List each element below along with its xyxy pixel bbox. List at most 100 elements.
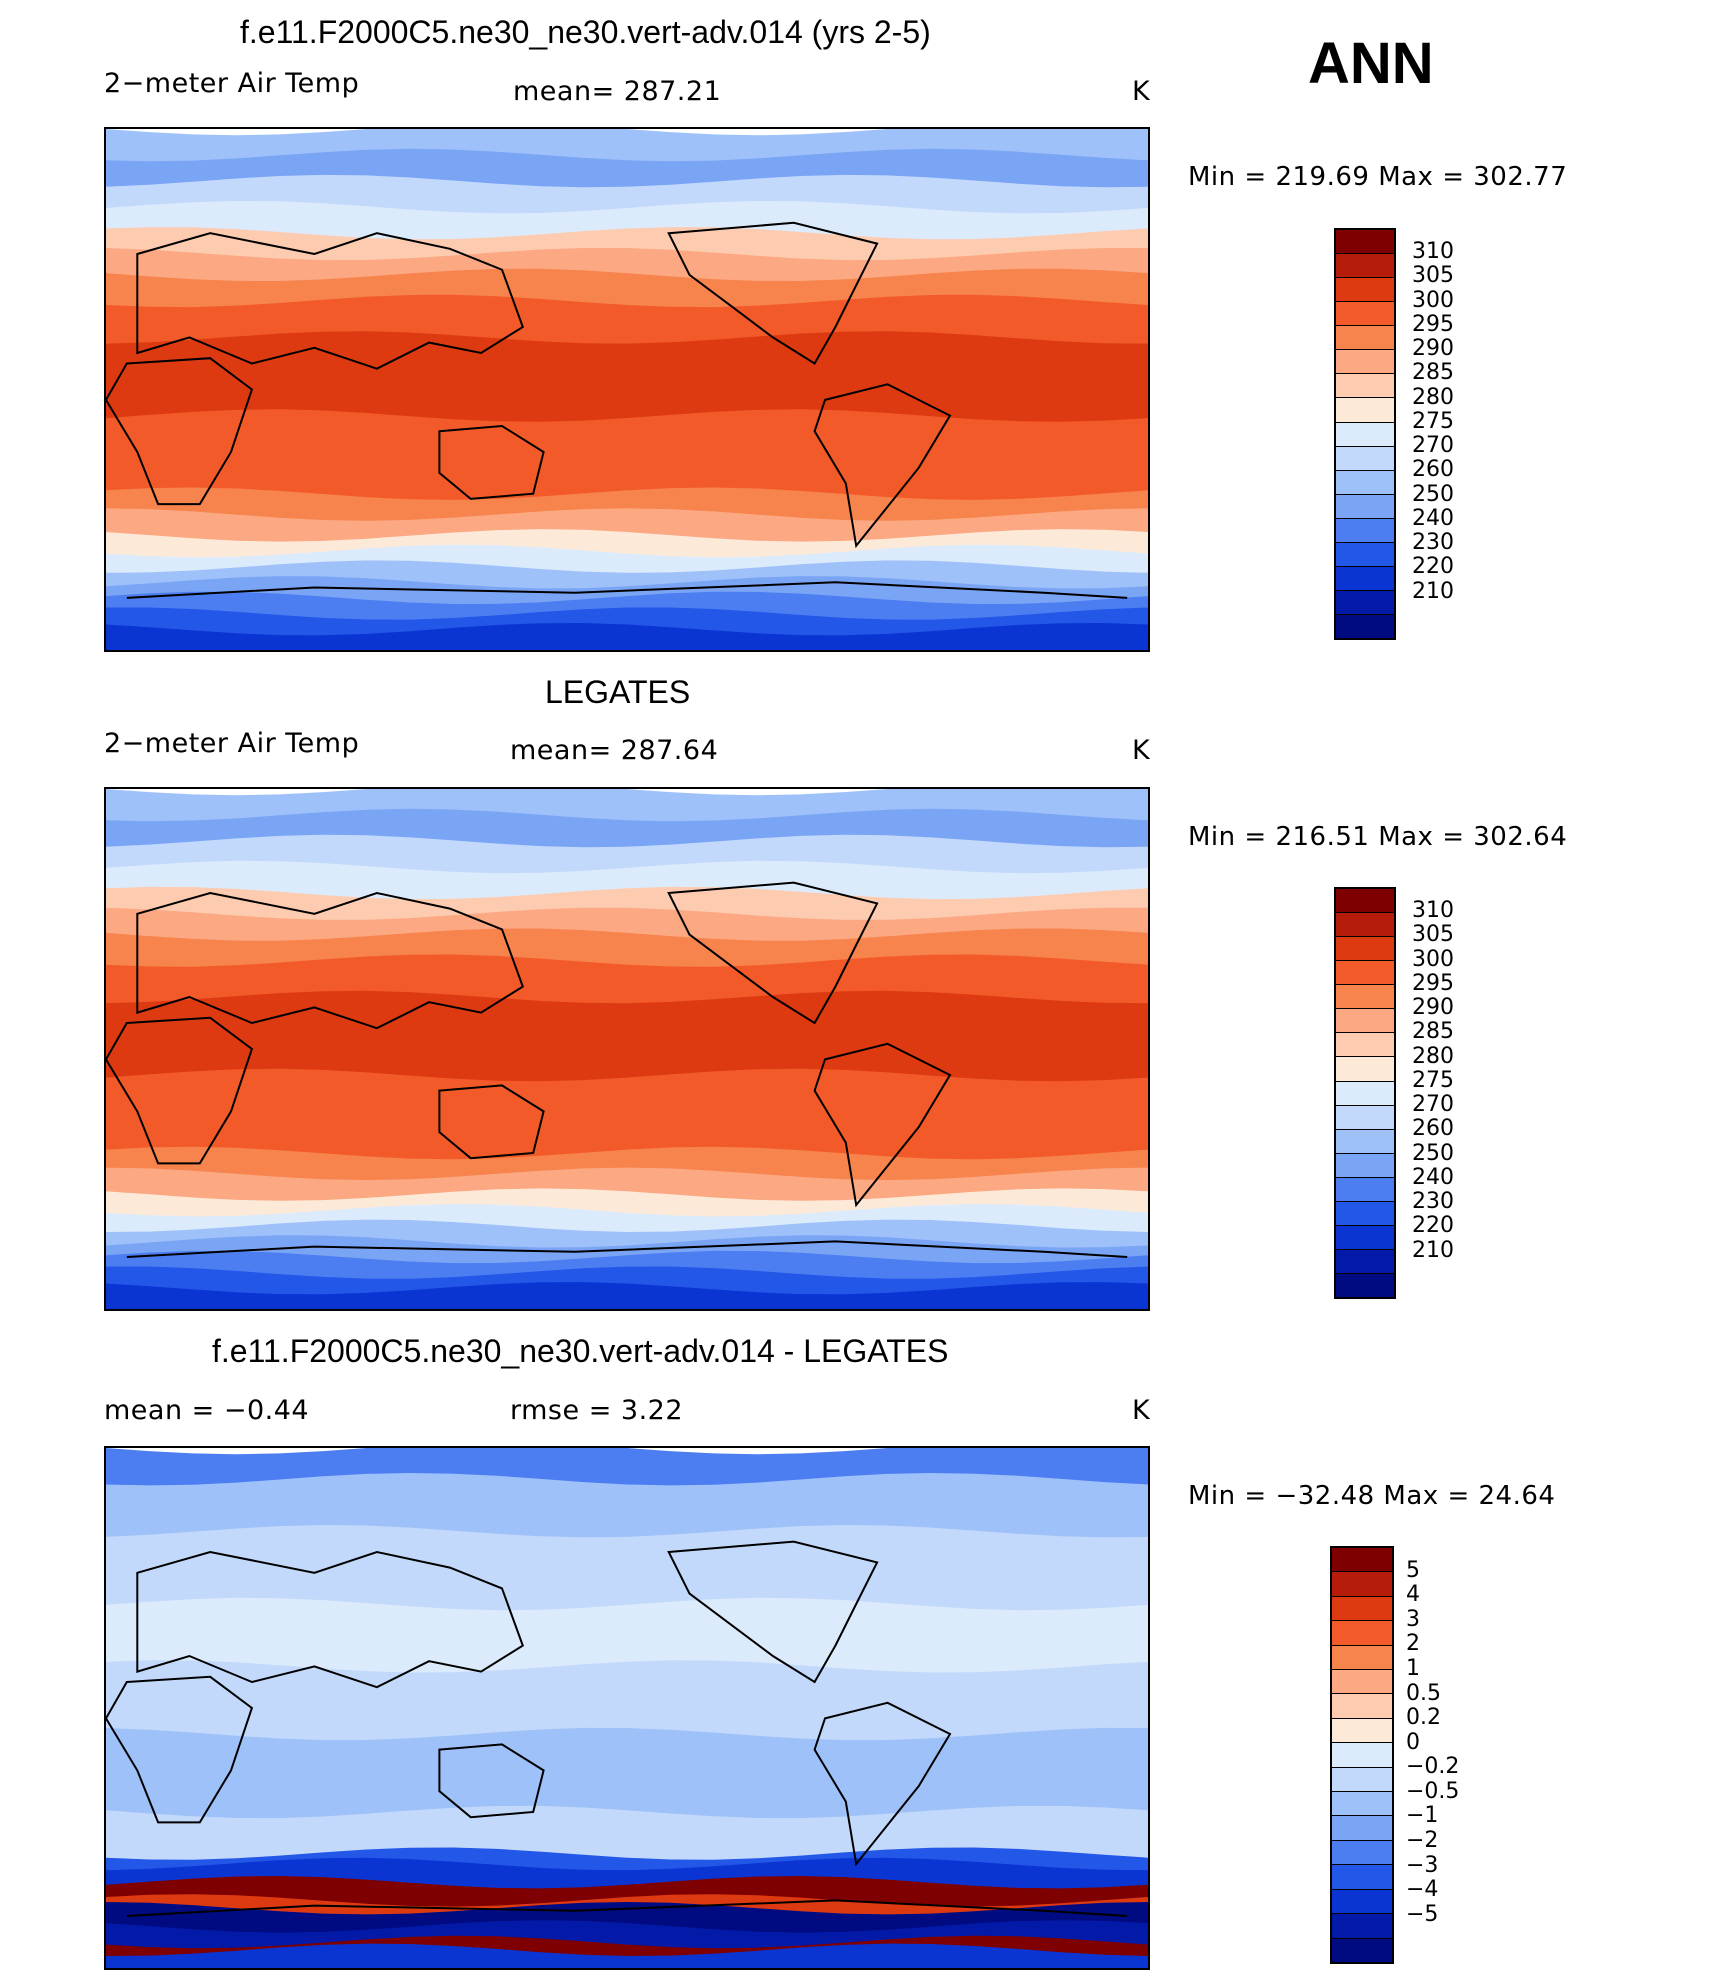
colorbar-label: 230 (1412, 530, 1454, 556)
colorbar-swatch (1336, 615, 1394, 639)
panel-2-units: K (1132, 735, 1151, 766)
panel-2-mean: mean= 287.64 (510, 735, 719, 766)
colorbar-swatch (1336, 254, 1394, 279)
colorbar-label: 260 (1412, 457, 1454, 483)
colorbar-swatch (1336, 1225, 1394, 1250)
colorbar-swatch (1332, 1621, 1392, 1646)
colorbar-swatch (1336, 913, 1394, 938)
colorbar-label: 285 (1412, 360, 1454, 386)
colorbar-swatch (1336, 374, 1394, 399)
colorbar-swatch (1332, 1718, 1392, 1744)
colorbar-label: 270 (1412, 1092, 1454, 1118)
colorbar-label: 230 (1412, 1189, 1454, 1215)
colorbar-label: 0.5 (1406, 1680, 1441, 1706)
coastline (106, 357, 254, 506)
colorbar-swatch (1336, 889, 1394, 914)
colorbar-swatch (1332, 1694, 1392, 1719)
coastline (438, 424, 545, 500)
panel-1-units: K (1132, 76, 1151, 107)
colorbar-swatch (1336, 446, 1394, 471)
colorbar-label: −2 (1406, 1828, 1439, 1854)
coastline (667, 881, 879, 1025)
panel-2-colorbar-labels: 310 305 300 295 290 285 280 275 270 260 250 240 230 2… (1412, 887, 1492, 1299)
colorbar-swatch (1332, 1865, 1392, 1890)
coastline (667, 1540, 879, 1684)
colorbar-label: 2 (1406, 1631, 1420, 1657)
coastline (136, 1550, 525, 1689)
colorbar-label: 290 (1412, 336, 1454, 362)
colorbar-label: 240 (1412, 1164, 1454, 1190)
map-field (106, 129, 1148, 650)
coastline (813, 1042, 952, 1208)
colorbar-swatch (1332, 1743, 1392, 1768)
colorbar-label: 280 (1412, 384, 1454, 410)
colorbar-swatch (1336, 230, 1394, 255)
colorbar-swatch (1336, 1009, 1394, 1034)
colorbar-label: 4 (1406, 1582, 1420, 1608)
colorbar-label: 210 (1412, 578, 1454, 604)
colorbar-label: 295 (1412, 311, 1454, 337)
colorbar-swatch (1336, 422, 1394, 447)
colorbar-label: 270 (1412, 433, 1454, 459)
colorbar-label: −5 (1406, 1901, 1439, 1927)
colorbar-label: 210 (1412, 1237, 1454, 1263)
coastline (136, 232, 525, 370)
colorbar-label: 250 (1412, 481, 1454, 507)
colorbar-swatch (1336, 1153, 1394, 1178)
panel-2-title: LEGATES (545, 674, 691, 710)
panel-2-colorbar (1334, 887, 1396, 1299)
colorbar-swatch (1336, 542, 1394, 567)
colorbar-swatch (1332, 1767, 1392, 1793)
colorbar-label: 300 (1412, 287, 1454, 313)
panel-1-variable: 2−meter Air Temp (104, 68, 360, 99)
colorbar-label: −0.2 (1406, 1754, 1460, 1780)
colorbar-swatch (1336, 961, 1394, 986)
colorbar-label: 0 (1406, 1729, 1420, 1755)
colorbar-swatch (1336, 1057, 1394, 1082)
colorbar-swatch (1332, 1938, 1392, 1962)
colorbar-swatch (1336, 590, 1394, 615)
panel-3-units: K (1132, 1395, 1151, 1426)
panel-1-mean: mean= 287.21 (513, 76, 722, 107)
coastline (136, 891, 525, 1030)
colorbar-label: 260 (1412, 1116, 1454, 1142)
coastline (126, 1240, 1128, 1258)
colorbar-label: −1 (1406, 1803, 1439, 1829)
colorbar-label: 280 (1412, 1043, 1454, 1069)
colorbar-swatch (1336, 1274, 1394, 1298)
colorbar-label: 290 (1412, 995, 1454, 1021)
colorbar-label: −0.5 (1406, 1778, 1460, 1804)
panel-1-colorbar-labels: 310 305 300 295 290 285 280 275 270 260 250 240 230 2… (1412, 228, 1492, 640)
colorbar-label: 3 (1406, 1606, 1420, 1632)
contour-band (106, 623, 1148, 650)
map-field (106, 1448, 1148, 1968)
colorbar-swatch (1336, 985, 1394, 1010)
colorbar-swatch (1332, 1572, 1392, 1597)
colorbar-swatch (1332, 1840, 1392, 1866)
colorbar-label: 5 (1406, 1557, 1420, 1583)
panel-3-mean: mean = −0.44 (104, 1395, 310, 1426)
season-label: ANN (1308, 31, 1434, 96)
colorbar-swatch (1336, 1177, 1394, 1202)
colorbar-swatch (1332, 1792, 1392, 1817)
colorbar-label: 275 (1412, 1067, 1454, 1093)
colorbar-swatch (1332, 1548, 1392, 1573)
colorbar-swatch (1332, 1914, 1392, 1939)
colorbar-label: 220 (1412, 554, 1454, 580)
colorbar-label: 305 (1412, 922, 1454, 948)
colorbar-swatch (1336, 566, 1394, 591)
colorbar-label: 240 (1412, 505, 1454, 531)
colorbar-label: 220 (1412, 1213, 1454, 1239)
colorbar-swatch (1332, 1889, 1392, 1915)
panel-2-minmax: Min = 216.51 Max = 302.64 (1188, 822, 1568, 852)
panel-1-title: f.e11.F2000C5.ne30_ne30.vert-adv.014 (yr… (240, 14, 931, 50)
colorbar-label: 295 (1412, 970, 1454, 996)
coastline (813, 1701, 952, 1867)
colorbar-swatch (1336, 1081, 1394, 1106)
colorbar-swatch (1336, 350, 1394, 375)
colorbar-label: −3 (1406, 1852, 1439, 1878)
panel-1-colorbar (1334, 228, 1396, 640)
coastline (106, 1016, 254, 1165)
panel-3-rmse: rmse = 3.22 (510, 1395, 684, 1426)
colorbar-swatch (1332, 1645, 1392, 1671)
